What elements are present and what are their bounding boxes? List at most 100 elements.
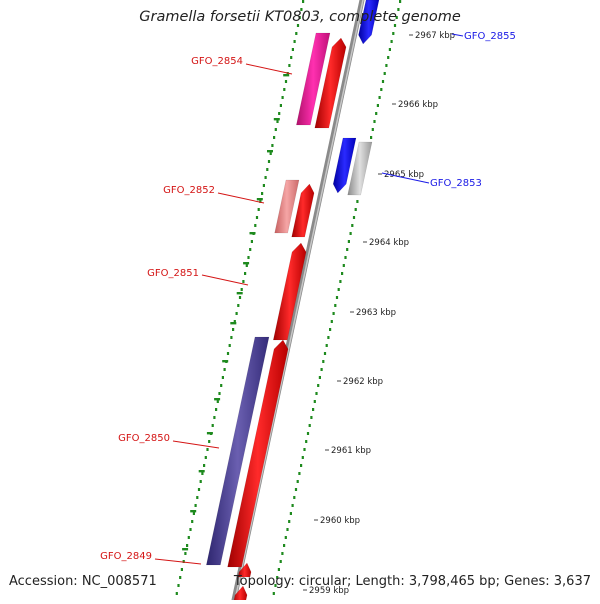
gc-dot-right (281, 552, 284, 555)
gc-dot-right (274, 584, 277, 587)
gc-dot-left (298, 16, 301, 19)
scale-tick-label: 2960 kbp (320, 516, 360, 526)
gene-feature-gray (347, 141, 373, 196)
gc-dash (267, 150, 273, 153)
gc-dot-left (187, 536, 190, 539)
gc-dot-right (320, 368, 323, 371)
gc-dot-left (290, 56, 293, 59)
gc-dot-left (276, 120, 279, 123)
scale-ticks: 2967 kbp 2966 kbp 2965 kbp 2964 kbp 2963 kbp… (303, 31, 455, 596)
gene-feature-gfo-2850 (227, 339, 289, 568)
gc-dot-left (216, 400, 219, 403)
gc-dot-left (293, 40, 296, 43)
gene-feature-gfo-2854-rna (296, 32, 331, 126)
gc-dot-right (306, 432, 310, 435)
gene-label-gfo-2855[interactable]: GFO_2855 (464, 31, 516, 42)
gc-dot-right (283, 544, 286, 547)
gc-dot-left (255, 216, 259, 219)
gc-dot-left (295, 32, 298, 35)
backbone-highlight (233, 0, 364, 604)
gene-feature-gfo-2849 (237, 562, 252, 578)
gc-dot-right (335, 296, 339, 299)
gene-label-gfo-2852[interactable]: GFO_2852 (163, 185, 215, 196)
gc-dot-right (346, 248, 349, 251)
gene-label-leader (172, 440, 220, 449)
gc-dot-left (245, 264, 248, 267)
gc-dot-left (230, 336, 233, 339)
gene-feature-gfo-2855 (358, 0, 380, 45)
gc-dot-right (332, 312, 335, 315)
gc-dot-left (288, 64, 291, 67)
gc-dot-right (347, 240, 350, 243)
gene-label-gfo-2849[interactable]: GFO_2849 (100, 551, 152, 562)
gc-dot-left (220, 384, 223, 387)
gc-dot-left (259, 200, 262, 203)
gc-dot-left (302, 0, 305, 3)
gc-dot-right (342, 264, 345, 267)
gene-label-gfo-2851[interactable]: GFO_2851 (147, 268, 199, 279)
gc-dot-left (175, 592, 178, 595)
gc-dot-left (237, 304, 240, 307)
scale-tick-label: 2959 kbp (309, 586, 349, 596)
gc-dot-left (296, 24, 300, 27)
gc-dot-right (399, 0, 402, 3)
gc-dot-right (276, 576, 279, 579)
gc-dot-right (381, 80, 385, 83)
gene-label-gfo-2854[interactable]: GFO_2854 (191, 56, 243, 67)
gc-dot-left (204, 456, 207, 459)
gc-dot-right (385, 64, 388, 67)
gc-dash (222, 360, 229, 363)
genome-summary-text: Topology: circular; Length: 3,798,465 bp… (233, 574, 591, 589)
gene-label-gfo-2850[interactable]: GFO_2850 (118, 433, 170, 444)
gc-dot-left (199, 480, 202, 483)
gc-dot-right (373, 120, 376, 123)
gc-dot-left (266, 168, 269, 171)
gc-dot-left (189, 528, 192, 531)
gc-dot-right (349, 232, 352, 235)
gc-dot-left (208, 440, 211, 443)
scale-tick-label: 2964 kbp (369, 238, 409, 248)
gc-dot-left (213, 416, 216, 419)
gc-dot-right (296, 480, 299, 483)
gc-dot-right (344, 256, 347, 259)
gc-dot-right (388, 48, 391, 51)
gc-dot-right (279, 560, 282, 563)
gc-dot-right (390, 40, 393, 43)
gc-dot-left (191, 520, 194, 523)
gc-dot-left (201, 472, 204, 475)
gc-dot-right (378, 96, 381, 99)
gc-dot-right (376, 104, 379, 107)
gc-dot-right (339, 280, 342, 283)
gc-dot-left (203, 464, 206, 467)
gc-dot-right (284, 536, 287, 539)
scale-tick-label: 2962 kbp (343, 377, 383, 387)
gene-feature-gfo-2851 (273, 242, 307, 341)
gc-dot-right (393, 24, 397, 27)
gc-dash (190, 510, 197, 513)
gc-dot-left (279, 104, 282, 107)
gc-dot-right (272, 592, 275, 595)
gc-dot-right (291, 504, 294, 507)
gc-dot-left (240, 288, 243, 291)
gene-label-gfo-2853[interactable]: GFO_2853 (430, 178, 482, 189)
gc-dash (206, 432, 213, 435)
gc-dash (283, 74, 290, 77)
gene-label-leader (201, 274, 249, 286)
gc-dot-left (273, 136, 276, 139)
gc-dot-left (196, 496, 199, 499)
gc-dot-right (303, 448, 306, 451)
gc-dot-right (323, 352, 327, 355)
gc-dot-left (278, 112, 281, 115)
gc-dash (256, 198, 263, 201)
scale-tick-label: 2965 kbp (384, 170, 424, 180)
gc-dot-left (221, 376, 224, 379)
gc-dot-left (267, 160, 271, 163)
gc-dot-right (354, 208, 357, 211)
gc-dot-right (277, 568, 280, 571)
gc-dash (243, 262, 250, 265)
gc-dot-right (301, 456, 304, 459)
gc-dot-right (397, 8, 400, 11)
gc-dot-right (330, 320, 333, 323)
gc-dot-left (211, 424, 214, 427)
